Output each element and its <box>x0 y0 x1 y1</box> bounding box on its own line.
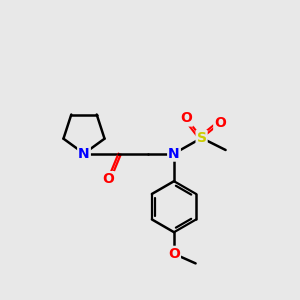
Text: O: O <box>102 172 114 186</box>
Text: S: S <box>196 131 207 145</box>
Text: N: N <box>168 147 180 160</box>
Text: O: O <box>181 112 193 125</box>
Text: O: O <box>168 247 180 261</box>
Text: N: N <box>78 147 90 160</box>
Text: O: O <box>214 116 226 130</box>
